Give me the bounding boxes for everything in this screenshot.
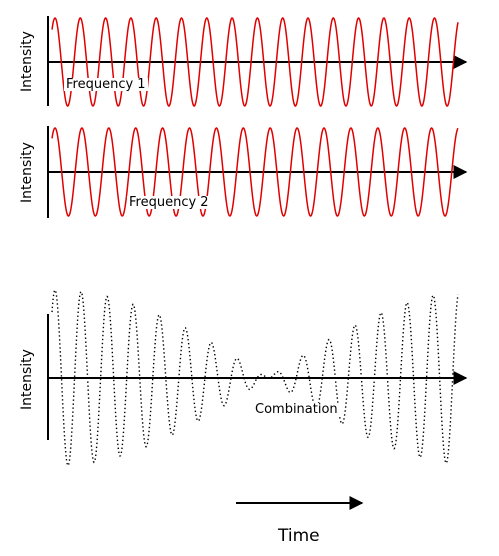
frequency1-y-label: Intensity	[19, 31, 35, 92]
frequency2-wave	[51, 127, 459, 217]
frequency1-wave	[51, 17, 459, 107]
frequency2-panel	[47, 126, 468, 218]
combination-wave	[51, 288, 459, 467]
combination-y-label: Intensity	[19, 349, 35, 410]
combination-panel	[47, 288, 468, 467]
frequency2-y-label: Intensity	[19, 142, 35, 203]
combination-label: Combination	[253, 402, 340, 417]
frequency1-panel	[47, 16, 468, 107]
frequency2-label: Frequency 2	[127, 195, 211, 210]
time-label: Time	[278, 526, 320, 546]
frequency1-label: Frequency 1	[64, 77, 148, 92]
